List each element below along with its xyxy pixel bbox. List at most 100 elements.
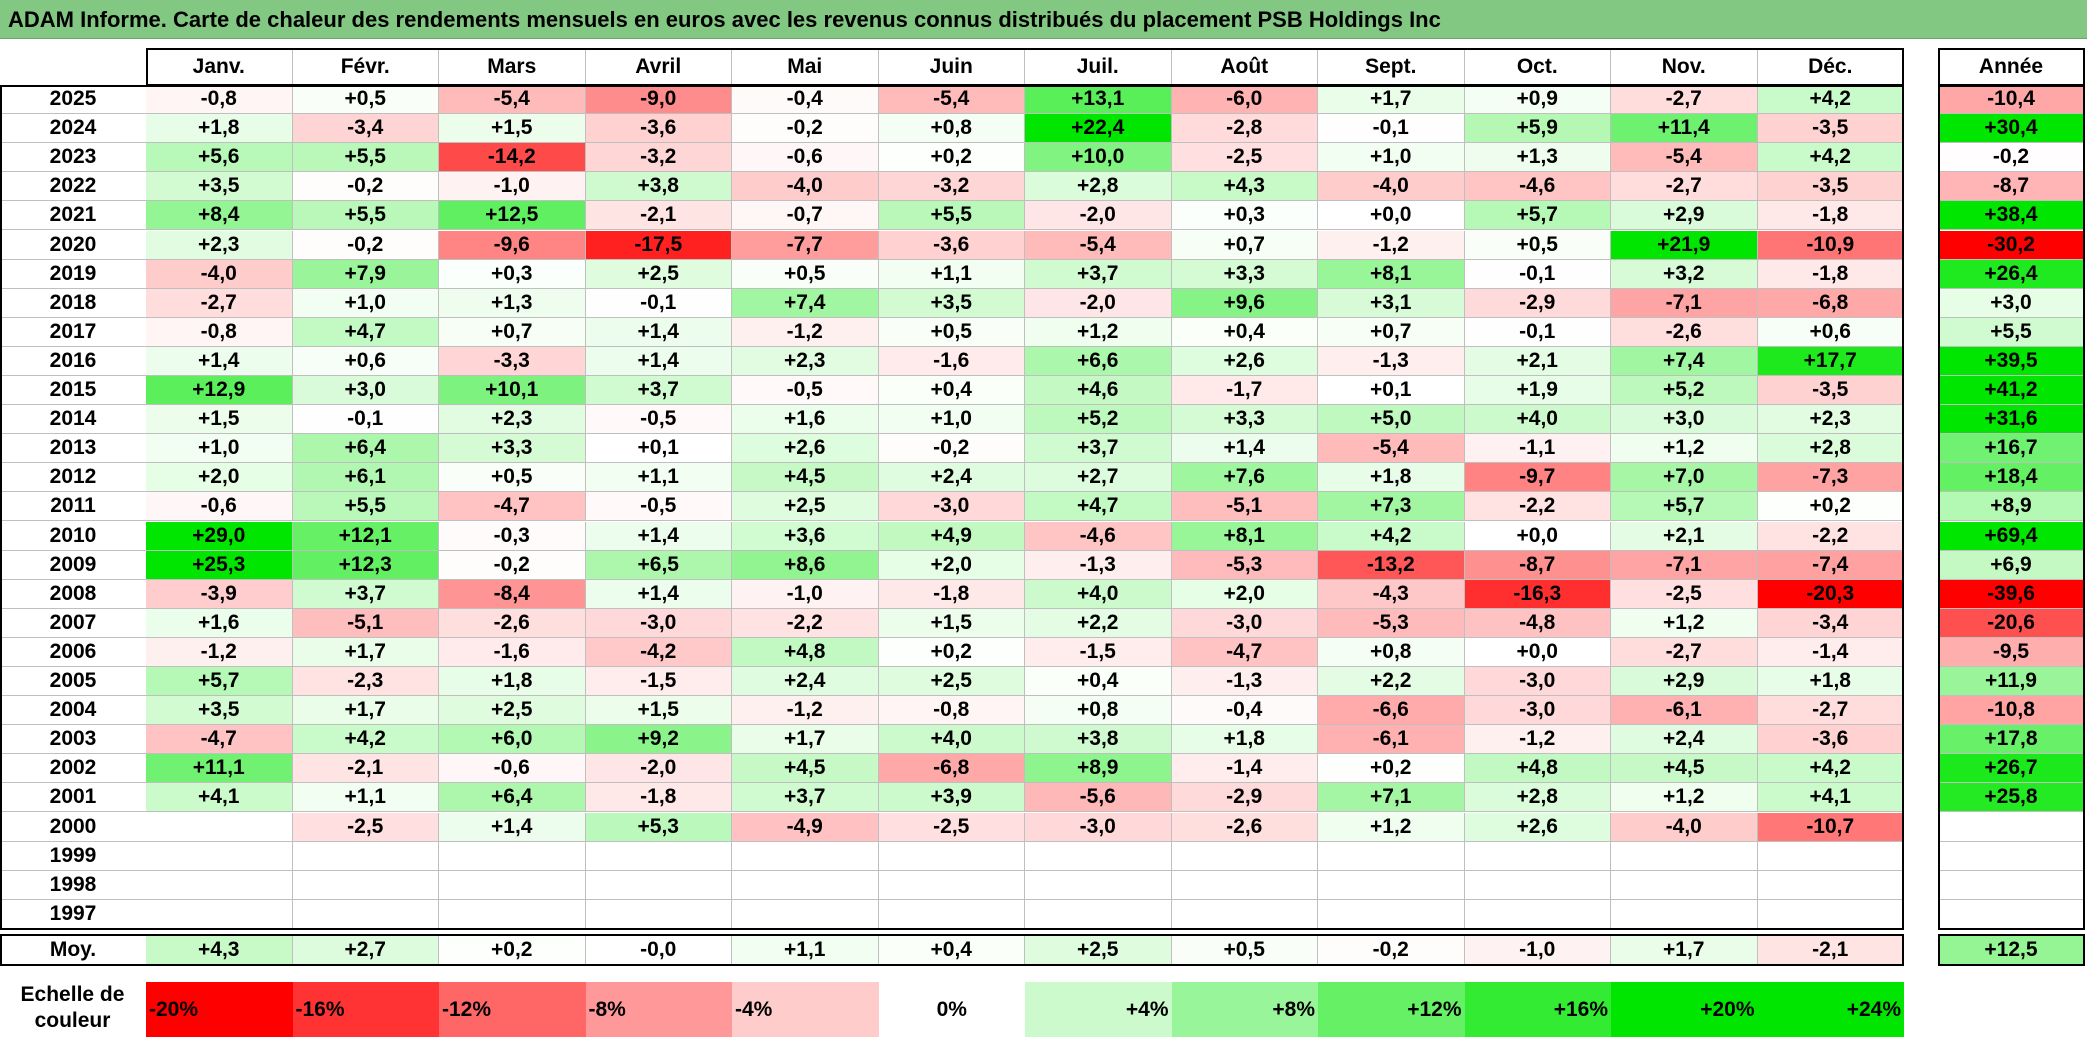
heatmap-cell: -5,6 [1025, 783, 1172, 813]
heatmap-cell: +2,2 [1025, 608, 1172, 638]
heatmap-cell: -1,2 [1318, 230, 1465, 260]
heatmap-cell: -2,8 [1171, 114, 1318, 144]
heatmap-cell: -1,0 [732, 579, 879, 609]
heatmap-cell: -1,8 [1757, 201, 1904, 231]
heatmap-cell: +4,0 [1464, 405, 1611, 435]
heatmap-cell: +9,2 [585, 725, 732, 755]
heatmap-cell: -2,9 [1171, 783, 1318, 813]
heatmap-cell: +1,4 [585, 579, 732, 609]
heatmap-cell: -3,2 [585, 143, 732, 173]
heatmap-cell: +3,8 [1025, 725, 1172, 755]
heatmap-cell: -20,3 [1757, 579, 1904, 609]
heatmap-cell: +2,6 [1464, 812, 1611, 842]
heatmap-cell: +0,4 [1025, 667, 1172, 697]
month-header: Nov. [1611, 48, 1758, 85]
heatmap-cell: +1,8 [1318, 463, 1465, 493]
heatmap-cell: +12,1 [292, 521, 439, 551]
heatmap-cell: -5,1 [292, 608, 439, 638]
heatmap-cell: -1,1 [1464, 434, 1611, 464]
heatmap-cell: +6,6 [1025, 346, 1172, 376]
heatmap-cell: +3,7 [292, 579, 439, 609]
heatmap-cell [878, 899, 1025, 929]
heatmap-cell: +1,5 [146, 405, 293, 435]
annual-cell [1938, 899, 2085, 929]
heatmap-cell: -0,2 [292, 172, 439, 202]
heatmap-cell: +2,3 [439, 405, 586, 435]
heatmap-cell: +2,3 [1757, 405, 1904, 435]
heatmap-cell [1318, 841, 1465, 871]
color-scale-step: -12% [439, 982, 586, 1037]
heatmap-cell: -4,7 [439, 492, 586, 522]
heatmap-cell: +0,7 [439, 317, 586, 347]
row-year-label: 2025 [0, 85, 146, 115]
heatmap-cell: -1,5 [585, 667, 732, 697]
heatmap-cell: +3,7 [1025, 434, 1172, 464]
heatmap-cell: -2,5 [878, 812, 1025, 842]
heatmap-cell: +3,8 [585, 172, 732, 202]
heatmap-cell: -5,1 [1171, 492, 1318, 522]
heatmap-cell: -3,5 [1757, 114, 1904, 144]
heatmap-cell: -0,7 [732, 201, 879, 231]
heatmap-cell: +4,5 [732, 463, 879, 493]
color-scale-label: Echelle de couleur [20, 983, 125, 1032]
heatmap-cell [732, 870, 879, 900]
heatmap-cell: +1,2 [1025, 317, 1172, 347]
heatmap-cell [1171, 870, 1318, 900]
heatmap-cell: +8,1 [1171, 521, 1318, 551]
heatmap-cell: +2,1 [1611, 521, 1758, 551]
heatmap-cell: -0,4 [1171, 696, 1318, 726]
heatmap-cell [1025, 841, 1172, 871]
heatmap-cell: +2,7 [1025, 463, 1172, 493]
annual-cell: -10,4 [1938, 85, 2085, 115]
heatmap-cell: -1,2 [732, 317, 879, 347]
heatmap-cell: +1,8 [1171, 725, 1318, 755]
heatmap-cell: +4,2 [292, 725, 439, 755]
heatmap-cell [1464, 870, 1611, 900]
heatmap-cell: -3,5 [1757, 172, 1904, 202]
heatmap-cell [1757, 841, 1904, 871]
heatmap-cell: +0,2 [878, 143, 1025, 173]
heatmap-cell: -8,4 [439, 579, 586, 609]
heatmap-cell: +4,0 [878, 725, 1025, 755]
heatmap-cell: -7,7 [732, 230, 879, 260]
month-header: Janv. [146, 48, 293, 85]
row-year-label: 2018 [0, 289, 146, 318]
heatmap-cell: +3,3 [1171, 405, 1318, 435]
row-year-label: 2023 [0, 143, 146, 173]
heatmap-cell: +7,4 [732, 288, 879, 318]
annual-cell: +41,2 [1938, 376, 2085, 406]
row-year-label: 2009 [0, 551, 146, 580]
color-scale-step: -16% [292, 982, 439, 1037]
heatmap-cell: +3,6 [732, 521, 879, 551]
row-year-label: 2008 [0, 580, 146, 609]
month-header: Avril [586, 48, 732, 85]
heatmap-cell: -5,4 [439, 85, 586, 115]
heatmap-cell: -4,0 [146, 259, 293, 289]
heatmap-cell: -3,0 [1464, 696, 1611, 726]
heatmap-cell: -0,1 [292, 405, 439, 435]
annual-cell: -9,5 [1938, 637, 2085, 667]
heatmap-cell: +7,6 [1171, 463, 1318, 493]
heatmap-cell: +2,4 [878, 463, 1025, 493]
average-cell: -0,2 [1318, 934, 1465, 966]
heatmap-cell: +8,9 [1025, 754, 1172, 784]
heatmap-cell: -9,0 [585, 85, 732, 115]
average-annual-cell: +12,5 [1938, 934, 2085, 966]
heatmap-cell: -6,1 [1611, 696, 1758, 726]
heatmap-cell: +3,7 [732, 783, 879, 813]
heatmap-cell: -4,7 [146, 725, 293, 755]
row-year-label: 2019 [0, 260, 146, 289]
heatmap-cell: -0,2 [732, 114, 879, 144]
heatmap-cell: +4,8 [1464, 754, 1611, 784]
row-year-label: 2007 [0, 609, 146, 638]
heatmap-cell: -2,5 [1611, 579, 1758, 609]
heatmap-cell: -3,9 [146, 579, 293, 609]
heatmap-cell: +1,2 [1611, 608, 1758, 638]
heatmap-cell: +2,8 [1757, 434, 1904, 464]
month-header: Mars [439, 48, 586, 85]
heatmap-cell: -1,3 [1025, 550, 1172, 580]
title-bar: ADAM Informe. Carte de chaleur des rende… [0, 0, 2087, 39]
heatmap-cell: -1,3 [1171, 667, 1318, 697]
heatmap-cell [585, 870, 732, 900]
heatmap-cell: -7,1 [1611, 288, 1758, 318]
